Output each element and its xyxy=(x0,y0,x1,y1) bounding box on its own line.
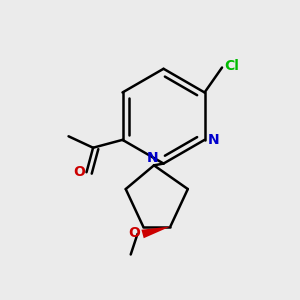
Text: Cl: Cl xyxy=(224,59,239,73)
Text: O: O xyxy=(128,226,140,240)
Text: O: O xyxy=(73,165,85,179)
Polygon shape xyxy=(141,226,170,238)
Text: N: N xyxy=(208,133,220,147)
Text: N: N xyxy=(146,151,158,165)
